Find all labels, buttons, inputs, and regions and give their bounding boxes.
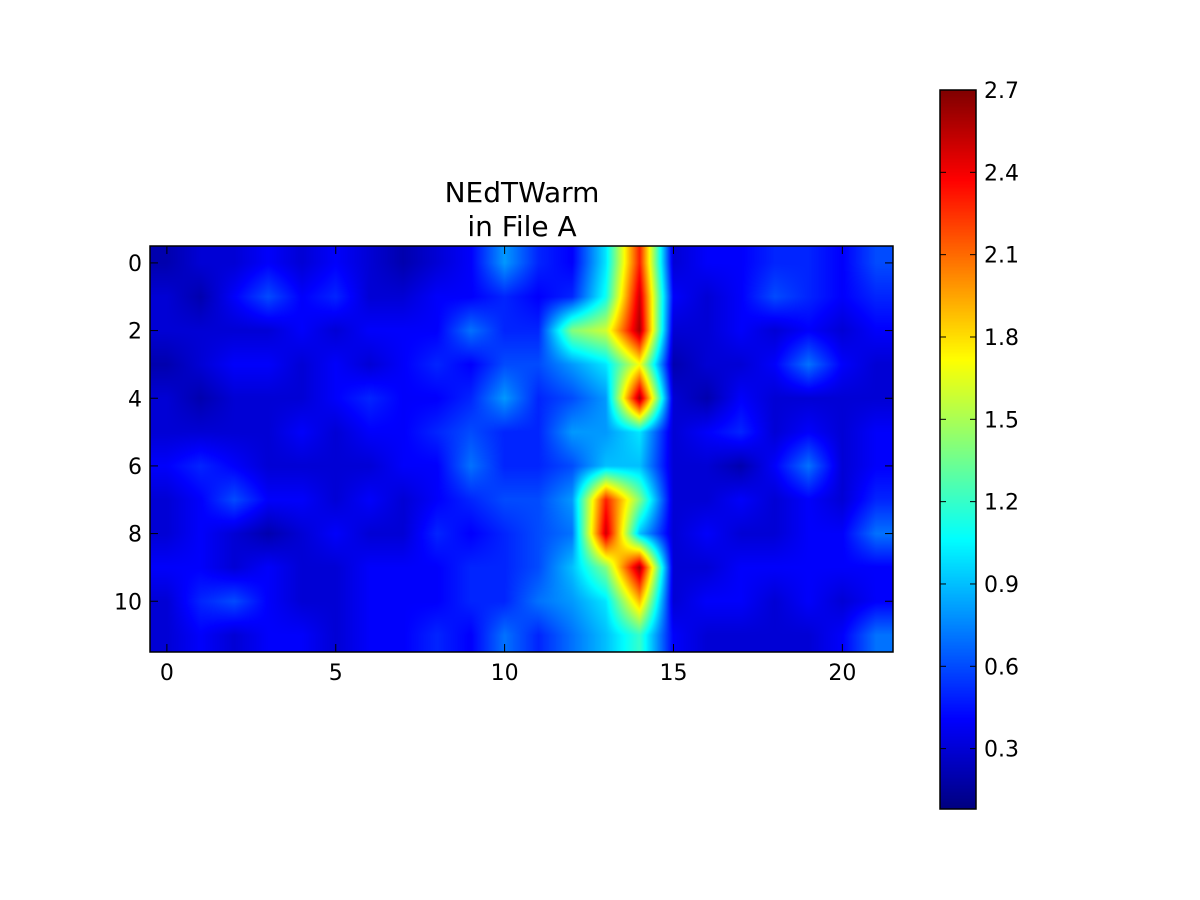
x-tick-label: 20 bbox=[828, 661, 856, 686]
plot-frame bbox=[149, 245, 894, 653]
colorbar-tick-label: 1.5 bbox=[984, 408, 1019, 433]
colorbar: 0.3 0.6 0.9 1.2 1.5 1.8 2.1 2.4 2.7 bbox=[939, 79, 1019, 810]
y-tick-label: 8 bbox=[128, 523, 142, 548]
colorbar-ticks: 0.3 0.6 0.9 1.2 1.5 1.8 2.1 2.4 2.7 bbox=[940, 79, 1019, 763]
colorbar-tick-label: 0.9 bbox=[984, 573, 1019, 598]
y-tick-label: 4 bbox=[128, 387, 142, 412]
colorbar-tick-label: 1.8 bbox=[984, 326, 1019, 351]
y-tick-label: 10 bbox=[114, 590, 142, 615]
x-tick-label: 5 bbox=[329, 661, 343, 686]
colorbar-gradient bbox=[940, 90, 976, 809]
x-tick-label: 10 bbox=[491, 661, 519, 686]
colorbar-tick-label: 1.2 bbox=[984, 491, 1019, 516]
y-tick-label: 0 bbox=[128, 252, 142, 277]
chart-title-line-2: in File A bbox=[467, 210, 576, 243]
colorbar-tick-label: 0.3 bbox=[984, 738, 1019, 763]
y-tick-label: 2 bbox=[128, 320, 142, 345]
x-tick-label: 0 bbox=[160, 661, 174, 686]
y-tick-label: 6 bbox=[128, 455, 142, 480]
chart-title-line-1: NEdTWarm bbox=[445, 176, 600, 209]
x-tick-label: 15 bbox=[659, 661, 687, 686]
colorbar-frame bbox=[939, 89, 977, 810]
colorbar-tick-label: 2.7 bbox=[984, 79, 1019, 104]
colorbar-tick-label: 2.4 bbox=[984, 161, 1019, 186]
colorbar-tick-label: 0.6 bbox=[984, 655, 1019, 680]
x-axis: 0 5 10 15 20 bbox=[160, 246, 856, 686]
heatmap-image bbox=[150, 246, 893, 652]
y-axis: 0 2 4 6 8 10 bbox=[114, 252, 893, 615]
heatmap-plot-area bbox=[150, 246, 893, 652]
colorbar-tick-label: 2.1 bbox=[984, 244, 1019, 269]
